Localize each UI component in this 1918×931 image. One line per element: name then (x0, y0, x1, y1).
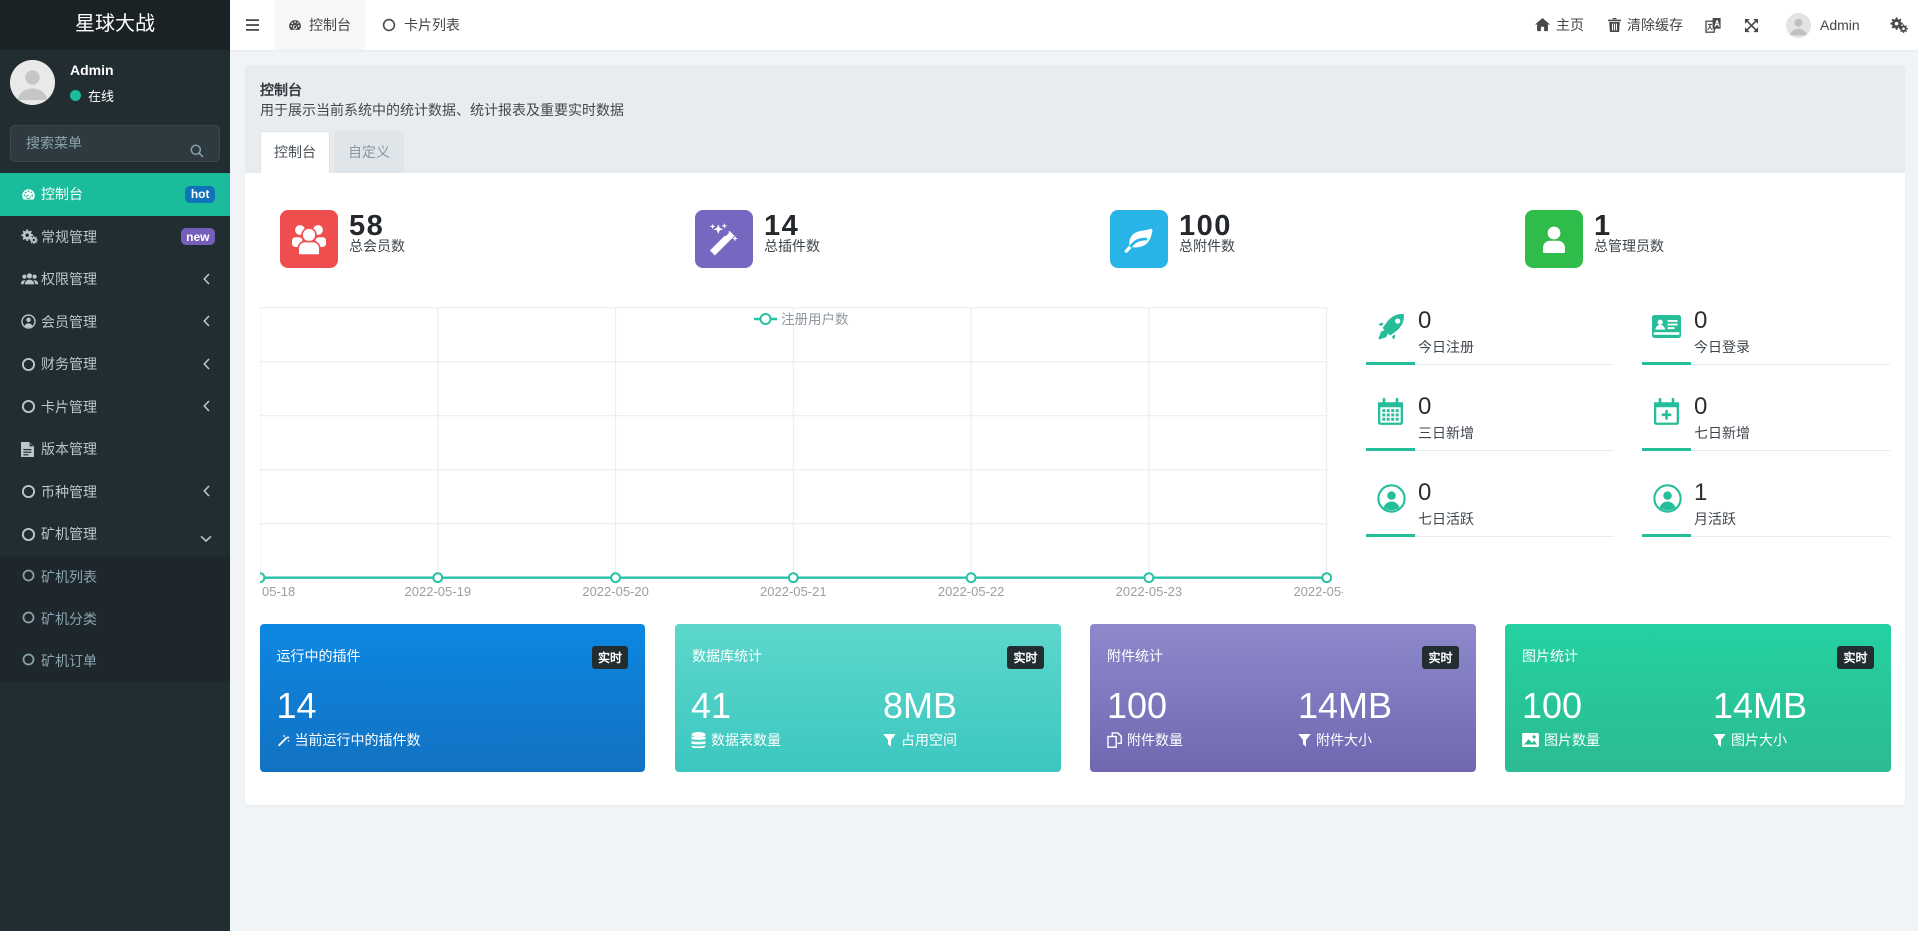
svg-text:2022-05-24: 2022-05-24 (1293, 584, 1343, 599)
svg-text:05-18: 05-18 (262, 584, 295, 599)
svg-text:2022-05-23: 2022-05-23 (1116, 584, 1183, 599)
svg-text:2022-05-22: 2022-05-22 (938, 584, 1005, 599)
svg-text:注册用户数: 注册用户数 (781, 311, 849, 327)
svg-text:2022-05-21: 2022-05-21 (760, 584, 827, 599)
svg-text:2022-05-20: 2022-05-20 (582, 584, 649, 599)
svg-text:2022-05-19: 2022-05-19 (405, 584, 472, 599)
